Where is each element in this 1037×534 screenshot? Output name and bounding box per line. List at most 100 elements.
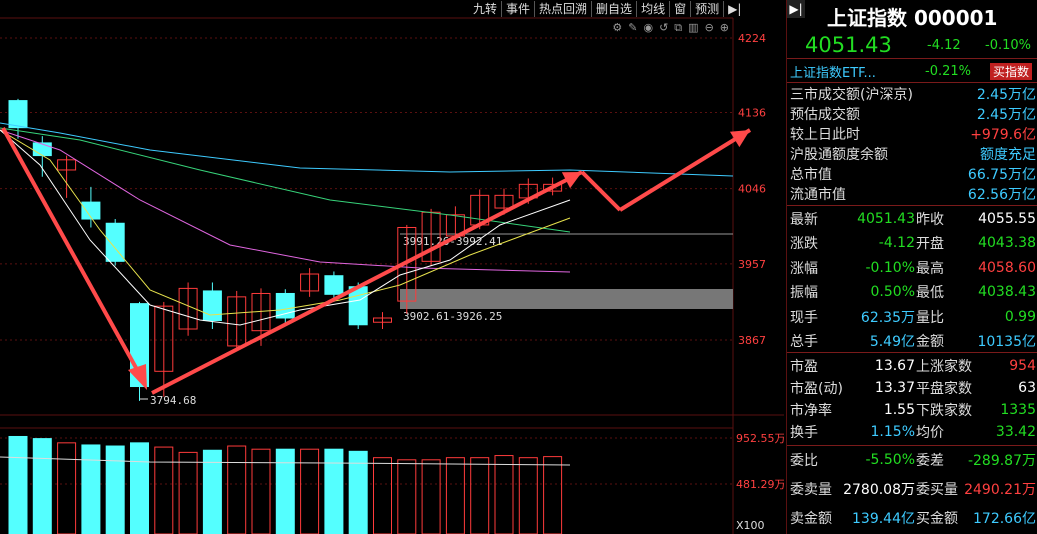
field-label: 下跌家数: [916, 403, 972, 419]
volume-bar: [251, 448, 271, 534]
buy-index-button[interactable]: 买指数: [990, 62, 1033, 80]
zoom-in-icon[interactable]: ⊕: [719, 21, 729, 34]
field-value: 5.49亿: [869, 334, 915, 350]
field-value: 10135亿: [977, 334, 1036, 350]
field-label: 市盈(动): [790, 381, 843, 397]
toolbar-jiuzhuan[interactable]: 九转: [473, 2, 498, 16]
quote-row: 振幅 0.50% 最低 4038.43: [787, 282, 1037, 302]
price-tick-label: 4224: [738, 32, 766, 45]
quote-row: 委卖量 2780.08万 委买量 2490.21万: [787, 479, 1037, 499]
stat-value: 2.45万亿: [976, 87, 1036, 103]
stat-label: 较上日此时: [790, 127, 860, 143]
chart-svg: 4224 4136 4046 3957 3867 3991.26-3992.41 3902.…: [0, 17, 784, 534]
field-value: 63: [1018, 380, 1036, 396]
field-label: 最低: [916, 285, 944, 302]
field-label: 市净率: [790, 403, 832, 419]
price-header: 4051.43 -4.12 -0.10%: [787, 32, 1037, 58]
field-value: 33.42: [995, 424, 1036, 440]
expand-icon[interactable]: ▶|: [787, 0, 805, 18]
stat-value: 62.56万亿: [967, 187, 1036, 203]
toolbar-hotspot[interactable]: 热点回溯: [534, 1, 591, 17]
volume-bar: [518, 457, 538, 534]
field-value: 1335: [1000, 402, 1036, 418]
candle-body: [397, 226, 417, 302]
field-value: -4.12: [878, 235, 915, 252]
field-label: 昨收: [916, 212, 944, 228]
toolbar-events[interactable]: 事件: [501, 1, 534, 17]
field-value: 13.67: [874, 358, 915, 374]
low-label: 3794.68: [150, 394, 196, 407]
field-label: 委买量: [916, 482, 958, 498]
field-value: 4051.43: [857, 211, 915, 227]
price-tick-label: 4136: [738, 106, 766, 119]
indicator-icon[interactable]: ▥: [688, 21, 699, 34]
ma-line-60: [0, 129, 571, 273]
toolbar-window[interactable]: 窗: [669, 1, 690, 17]
etf-name[interactable]: 上证指数ETF...: [790, 65, 876, 81]
field-value: 4038.43: [978, 284, 1036, 301]
undo-icon[interactable]: ↺: [659, 21, 669, 34]
field-label: 平盘家数: [916, 381, 972, 397]
volume-bar: [105, 445, 125, 534]
price-tick-label: 3957: [738, 258, 766, 271]
chart-toolbar: 九转 事件 热点回溯 删自选 均线 窗 预测 ▶|: [469, 0, 745, 18]
quote-panel: ▶| 上证指数 000001 4051.43 -4.12 -0.10% 上证指数…: [786, 0, 1037, 534]
field-label: 最新: [790, 212, 818, 228]
candle-body: [154, 305, 174, 372]
volume-bar: [8, 435, 28, 534]
quote-row: 涨跌 -4.12 开盘 4043.38: [787, 233, 1037, 253]
volume-bar: [348, 450, 368, 534]
chart-tools: ⚙ ✎ ◉ ↺ ⧉ ▥ ⊖ ⊕: [612, 21, 729, 35]
toolbar-forecast[interactable]: 预测: [690, 1, 723, 17]
field-label: 振幅: [790, 285, 818, 302]
volume-tick-label: 481.29万: [736, 478, 784, 491]
field-label: 量比: [916, 309, 944, 326]
settings-icon[interactable]: ⚙: [612, 21, 623, 34]
field-label: 开盘: [916, 236, 944, 253]
candle-body: [57, 159, 77, 171]
ma-line-250: [0, 122, 734, 177]
zoom-out-icon[interactable]: ⊖: [704, 21, 714, 34]
quote-row: 市盈 13.67 上涨家数 954: [787, 356, 1037, 376]
volume-ma-line: [0, 456, 571, 466]
stat-label: 预估成交额: [790, 107, 860, 123]
collapse-panel-icon[interactable]: ▶|: [723, 1, 745, 17]
candle-body: [202, 290, 222, 322]
volume-bar: [178, 451, 198, 534]
copy-icon[interactable]: ⧉: [674, 21, 683, 34]
field-value: -0.10%: [865, 259, 915, 276]
price-tick-label: 3867: [738, 334, 766, 347]
field-value: 954: [1009, 358, 1036, 374]
field-label: 最高: [916, 260, 944, 277]
volume-bar: [57, 442, 77, 534]
volume-bar: [324, 448, 344, 534]
field-label: 均价: [916, 425, 944, 441]
volume-bar: [227, 445, 247, 534]
field-label: 上涨家数: [916, 359, 972, 375]
field-value: 4055.55: [978, 211, 1036, 227]
volume-bar: [397, 459, 417, 534]
etf-pct: -0.21%: [925, 63, 971, 79]
volume-bar: [543, 456, 563, 534]
toolbar-ma[interactable]: 均线: [636, 1, 669, 17]
field-value: 13.37: [874, 380, 915, 396]
stat-row: 总市值 66.75万亿: [787, 164, 1037, 184]
candle-body: [494, 194, 514, 209]
quote-row: 现手 62.35万 量比 0.99: [787, 307, 1037, 327]
etf-row[interactable]: 上证指数ETF... -0.21% 买指数: [787, 61, 1037, 81]
trend-arrow-pullback: [580, 170, 622, 212]
volume-bar: [81, 444, 101, 534]
index-title: 上证指数 000001: [827, 6, 998, 30]
eye-icon[interactable]: ◉: [643, 21, 654, 34]
current-price: 4051.43: [805, 33, 892, 57]
volume-bar: [130, 442, 149, 534]
field-label: 现手: [790, 309, 818, 326]
draw-icon[interactable]: ✎: [628, 21, 638, 34]
stat-value: 66.75万亿: [967, 167, 1036, 183]
volume-bar: [154, 446, 174, 534]
candle-body: [373, 317, 392, 323]
quote-row: 卖金额 139.44亿 买金额 172.66亿: [787, 508, 1037, 528]
kline-chart[interactable]: 九转 事件 热点回溯 删自选 均线 窗 预测 ▶| ⚙ ✎ ◉ ↺ ⧉ ▥ ⊖ …: [0, 0, 784, 534]
toolbar-remove-favorite[interactable]: 删自选: [591, 1, 636, 17]
field-value: -289.87万: [967, 453, 1036, 469]
